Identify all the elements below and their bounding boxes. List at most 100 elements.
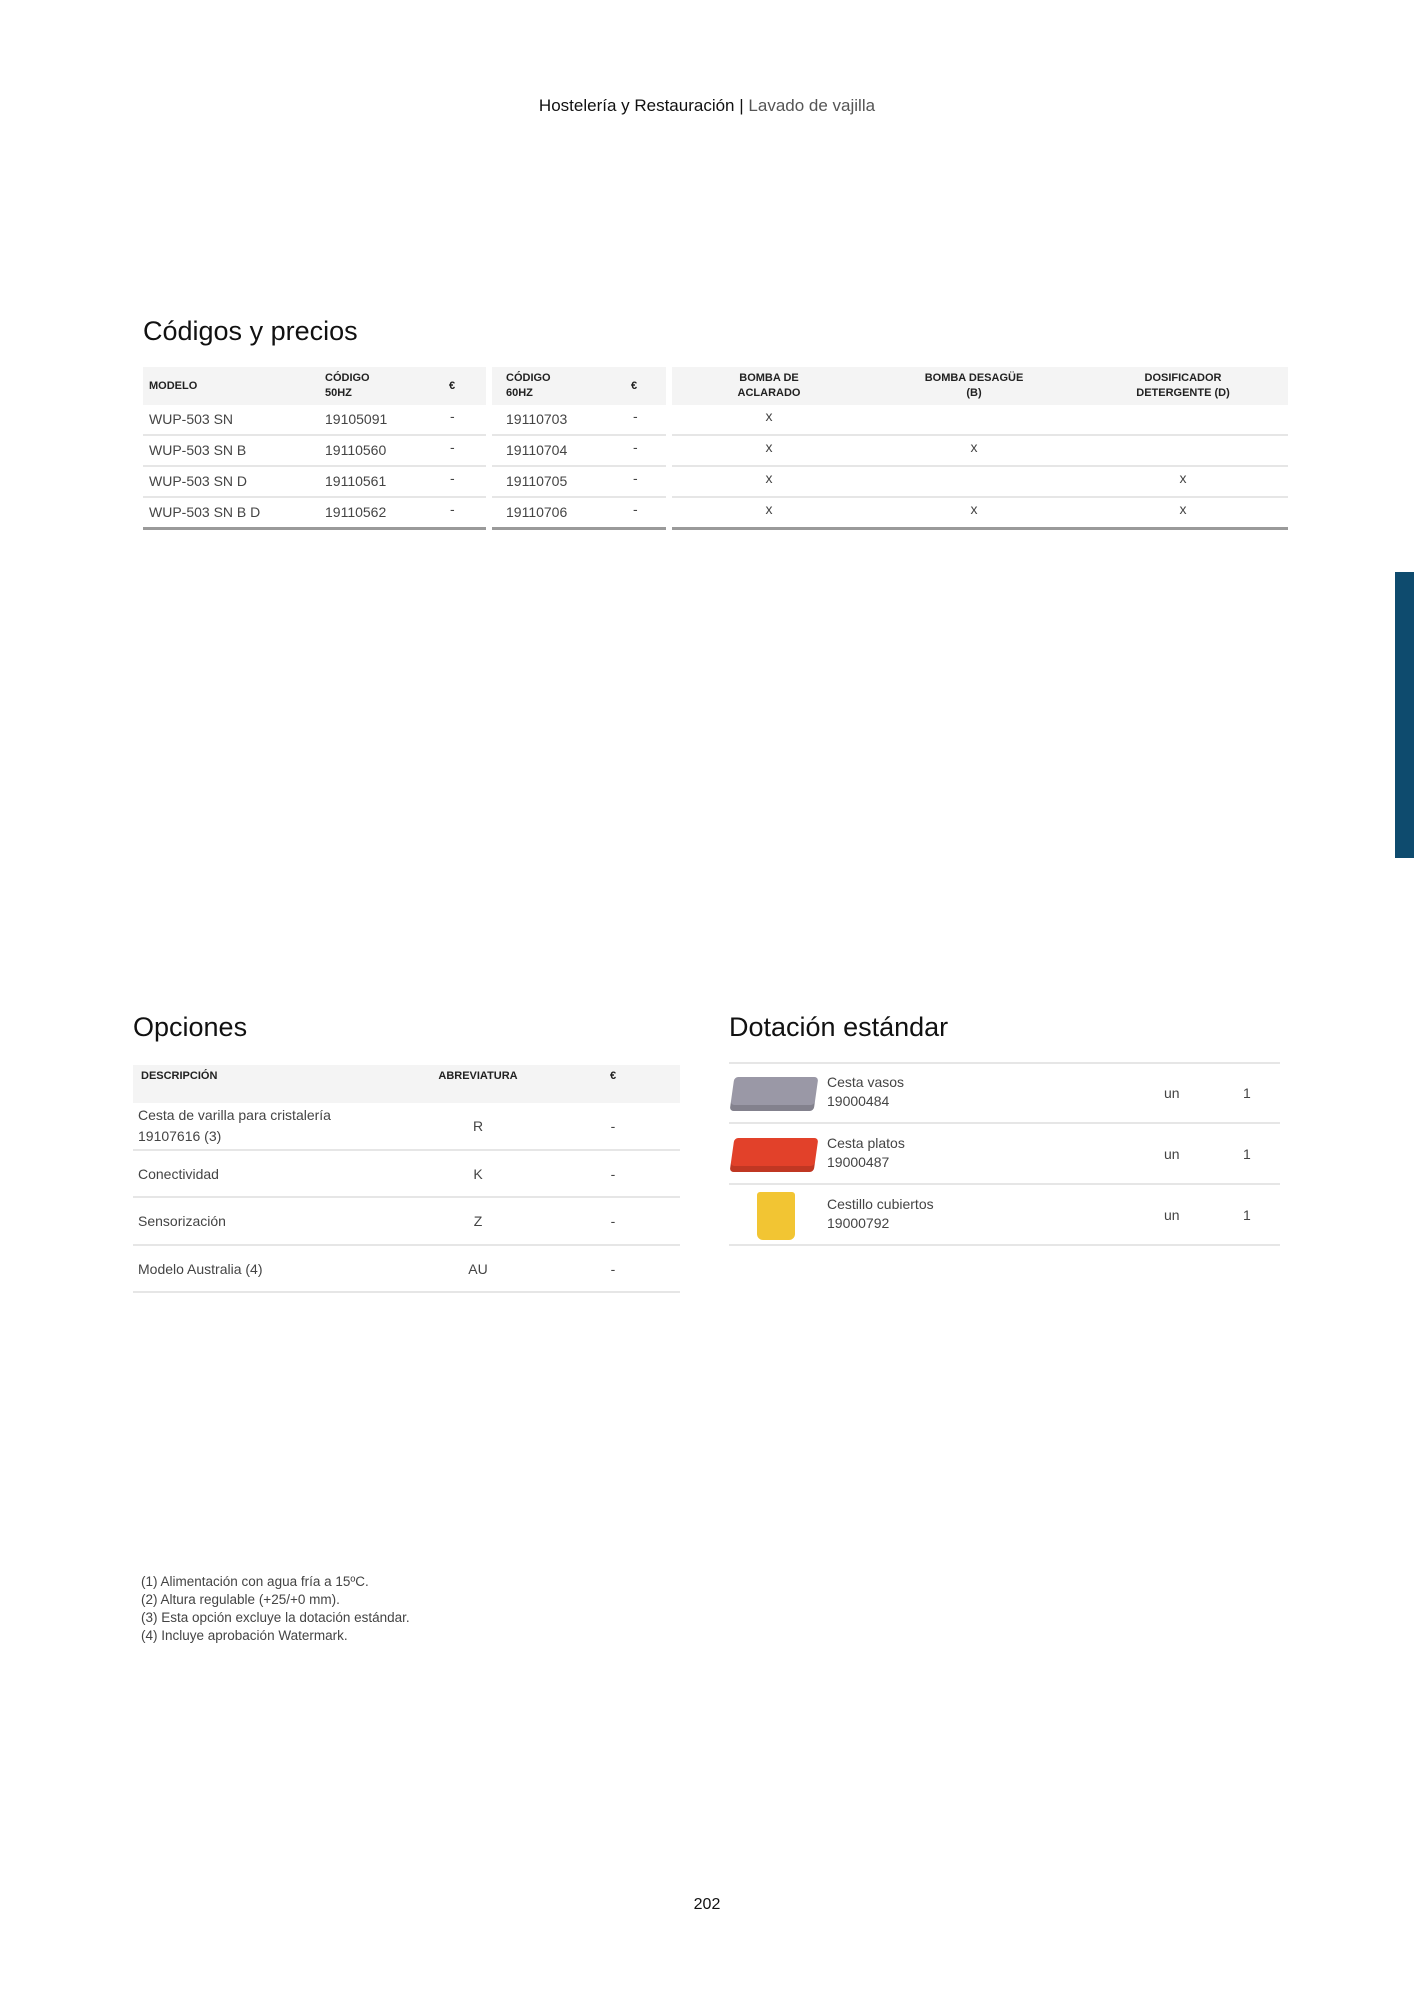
column-header-price-50hz: € — [449, 380, 456, 392]
item-code: 19000487 — [827, 1153, 890, 1170]
unit-cell: un — [1164, 1145, 1180, 1162]
code-50hz-cell: 19105091 — [325, 411, 388, 427]
unit-cell: un — [1164, 1084, 1180, 1101]
row-divider — [143, 434, 486, 436]
row-divider — [492, 434, 666, 436]
table-bottom-rule — [672, 527, 1288, 530]
table-bottom-rule — [492, 527, 666, 530]
abbreviation-cell: R — [472, 1118, 484, 1134]
header-background — [492, 367, 666, 405]
description-cell: Conectividad — [138, 1165, 219, 1182]
footnote: (4) Incluye aprobación Watermark. — [141, 1628, 348, 1643]
price-cell: - — [610, 1165, 616, 1182]
rinse-cell: x — [765, 470, 773, 486]
plate-rack-icon — [729, 1137, 819, 1172]
column-header-code-60hz-unit: 60HZ — [506, 387, 533, 399]
column-header-drain-pump-2: (B) — [966, 387, 982, 399]
row-divider — [133, 1149, 680, 1151]
price-60hz-cell: - — [633, 439, 638, 455]
unit-cell: un — [1164, 1206, 1180, 1223]
price-cell: - — [610, 1260, 616, 1277]
quantity-cell: 1 — [1243, 1145, 1251, 1162]
row-divider — [133, 1196, 680, 1198]
standard-title: Dotación estándar — [729, 1012, 949, 1042]
cutlery-basket-icon — [757, 1191, 795, 1240]
description-cell: Modelo Australia (4) — [138, 1260, 263, 1277]
table-top-rule — [729, 1062, 1280, 1064]
description-cell: Sensorización — [138, 1213, 226, 1229]
price-50hz-cell: - — [450, 408, 455, 424]
model-cell: WUP-503 SN D — [149, 473, 248, 489]
running-header: Hostelería y Restauración | Lavado de va… — [0, 96, 1414, 116]
code-60hz-cell: 19110703 — [506, 411, 568, 427]
footnote: (3) Esta opción excluye la dotación está… — [141, 1610, 410, 1625]
row-divider — [729, 1122, 1280, 1124]
row-divider — [492, 496, 666, 498]
rinse-cell: x — [765, 408, 773, 424]
row-divider — [672, 434, 1288, 436]
header-separator: | — [739, 96, 744, 115]
section-side-tab — [1395, 572, 1414, 858]
code-60hz-cell: 19110705 — [506, 473, 568, 489]
row-divider — [729, 1244, 1280, 1246]
column-header-code-50hz-unit: 50HZ — [325, 387, 352, 399]
price-50hz-cell: - — [450, 439, 455, 455]
header-background — [143, 367, 486, 405]
column-header-abbreviation: ABREVIATURA — [438, 1070, 518, 1082]
model-cell: WUP-503 SN B D — [149, 504, 261, 520]
code-60hz-cell: 19110704 — [506, 442, 568, 458]
column-header-code-60hz: CÓDIGO — [506, 372, 551, 384]
row-divider — [672, 496, 1288, 498]
row-divider — [672, 465, 1288, 467]
table-bottom-rule — [143, 527, 486, 530]
column-header-price: € — [610, 1070, 617, 1082]
description-code: 19107616 (3) — [138, 1128, 222, 1144]
abbreviation-cell: K — [473, 1165, 483, 1182]
page-number: 202 — [693, 1896, 721, 1913]
item-name: Cestillo cubiertos — [827, 1195, 934, 1212]
column-header-code-50hz: CÓDIGO — [325, 372, 370, 384]
quantity-cell: 1 — [1243, 1206, 1251, 1223]
row-divider — [133, 1291, 680, 1293]
model-cell: WUP-503 SN — [149, 411, 234, 427]
row-divider — [729, 1183, 1280, 1185]
item-code: 19000484 — [827, 1092, 890, 1109]
item-code: 19000792 — [827, 1214, 890, 1231]
price-50hz-cell: - — [450, 501, 455, 517]
price-60hz-cell: - — [633, 501, 638, 517]
glass-rack-icon — [729, 1076, 819, 1111]
codes-title: Códigos y precios — [143, 316, 358, 346]
options-title: Opciones — [133, 1012, 248, 1042]
detergent-cell: x — [1179, 501, 1187, 517]
abbreviation-cell: AU — [468, 1260, 488, 1277]
price-cell: - — [610, 1213, 616, 1229]
code-60hz-cell: 19110706 — [506, 504, 568, 520]
column-header-rinse-pump: BOMBA DE — [739, 372, 799, 384]
row-divider — [143, 496, 486, 498]
footnote: (2) Altura regulable (+25/+0 mm). — [141, 1592, 340, 1607]
description-cell: Cesta de varilla para cristalería — [138, 1107, 331, 1123]
rinse-cell: x — [765, 501, 773, 517]
rinse-cell: x — [765, 439, 773, 455]
footnotes: (1) Alimentación con agua fría a 15ºC. (… — [141, 1573, 410, 1645]
column-header-rinse-pump-2: ACLARADO — [737, 387, 801, 399]
price-60hz-cell: - — [633, 408, 638, 424]
header-section: Hostelería y Restauración — [538, 96, 735, 115]
drain-cell: x — [970, 439, 978, 455]
price-60hz-cell: - — [633, 470, 638, 486]
abbreviation-cell: Z — [473, 1213, 483, 1229]
column-header-detergent-dosing: DOSIFICADOR — [1144, 372, 1222, 384]
item-name: Cesta vasos — [827, 1073, 905, 1090]
row-divider — [133, 1244, 680, 1246]
column-header-drain-pump: BOMBA DESAGÜE — [924, 372, 1024, 384]
column-header-model: MODELO — [149, 380, 198, 392]
code-50hz-cell: 19110560 — [325, 442, 387, 458]
quantity-cell: 1 — [1243, 1084, 1251, 1101]
header-background — [133, 1065, 680, 1103]
footnote: (1) Alimentación con agua fría a 15ºC. — [141, 1574, 369, 1589]
item-name: Cesta platos — [827, 1134, 905, 1151]
column-header-description: DESCRIPCIÓN — [141, 1070, 218, 1082]
row-divider — [492, 465, 666, 467]
header-subsection: Lavado de vajilla — [748, 96, 876, 115]
row-divider — [143, 465, 486, 467]
